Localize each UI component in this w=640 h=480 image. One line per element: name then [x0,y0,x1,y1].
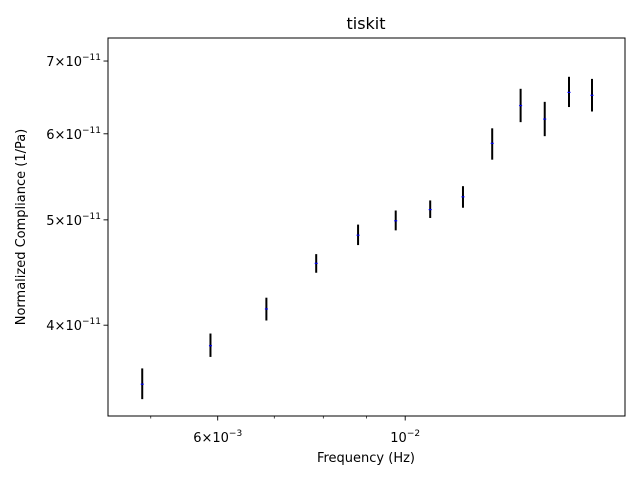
y-axis-label: Normalized Compliance (1/Pa) [14,129,29,326]
x-tick-label: 6×10−3 [193,429,242,446]
y-tick-label: 5×10−11 [46,212,101,229]
chart-title: tiskit [346,14,385,33]
x-tick-label: 10−2 [390,429,420,446]
y-tick-label: 7×10−11 [46,53,101,70]
plot-area: 6×10−3 10−2 4×10−11 5×10−11 6×10−11 7×10−11 [46,37,626,446]
y-tick-label: 4×10−11 [46,317,101,334]
axes-frame [107,37,626,417]
y-tick-label: 6×10−11 [46,126,101,143]
x-axis-label: Frequency (Hz) [317,451,415,466]
